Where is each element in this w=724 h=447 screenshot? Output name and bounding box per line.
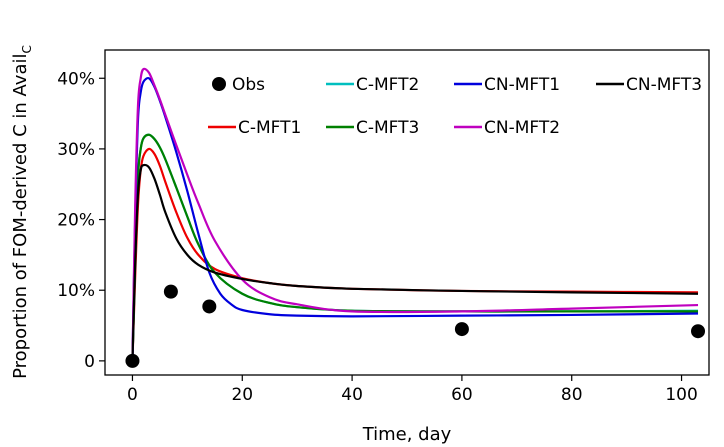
- legend-label-c-mft3: C-MFT3: [356, 118, 419, 138]
- legend-label-cn-mft3: CN-MFT3: [626, 75, 702, 95]
- obs-point: [454, 322, 469, 337]
- plot-frame: [104, 49, 710, 376]
- legend-label-cn-mft2: CN-MFT2: [484, 118, 560, 138]
- obs-point: [202, 299, 217, 314]
- legend-label-obs: Obs: [232, 75, 265, 95]
- x-ticks: 0 20 40 60 80 100: [127, 375, 698, 405]
- y-tick-label: 30%: [57, 140, 95, 160]
- legend-marker-obs: [212, 77, 226, 91]
- y-tick-label: 0: [84, 352, 95, 372]
- observation-layer: [125, 284, 706, 368]
- y-axis-label-main: Proportion of FOM-derived C in Avail: [10, 54, 31, 379]
- legend-label-c-mft2: C-MFT2: [356, 75, 419, 95]
- y-tick-label: 40%: [57, 69, 95, 89]
- series-line-c-mft2: [131, 133, 699, 361]
- series-line-cn-mft3: [131, 163, 699, 361]
- legend-label-cn-mft1: CN-MFT1: [484, 75, 560, 95]
- x-tick-label: 40: [341, 385, 363, 405]
- y-tick-label: 10%: [57, 281, 95, 301]
- legend-label-c-mft1: C-MFT1: [238, 118, 301, 138]
- series-line-c-mft1: [131, 147, 699, 361]
- y-tick-label: 20%: [57, 211, 95, 231]
- x-tick-label: 0: [127, 385, 138, 405]
- series-line-c-mft3: [131, 133, 699, 361]
- y-axis-label-subscript: C: [20, 45, 34, 53]
- x-tick-label: 80: [561, 385, 583, 405]
- obs-point: [163, 284, 178, 299]
- series-line-cn-mft2: [131, 67, 699, 361]
- x-tick-label: 20: [231, 385, 253, 405]
- x-axis-label: Time, day: [362, 424, 452, 445]
- x-tick-label: 100: [665, 385, 697, 405]
- series-line-cn-mft1: [131, 76, 699, 361]
- y-ticks: 0 10% 20% 30% 40%: [57, 69, 105, 372]
- y-axis-label: Proportion of FOM-derived C in AvailC: [10, 45, 34, 379]
- obs-point: [691, 324, 706, 339]
- x-tick-label: 60: [451, 385, 473, 405]
- legend: Obs C-MFT2 CN-MFT1 CN-MFT3 C-MFT1 C-MFT3 CN-MF…: [208, 75, 702, 138]
- series-layer: [131, 67, 699, 361]
- obs-point: [125, 353, 140, 368]
